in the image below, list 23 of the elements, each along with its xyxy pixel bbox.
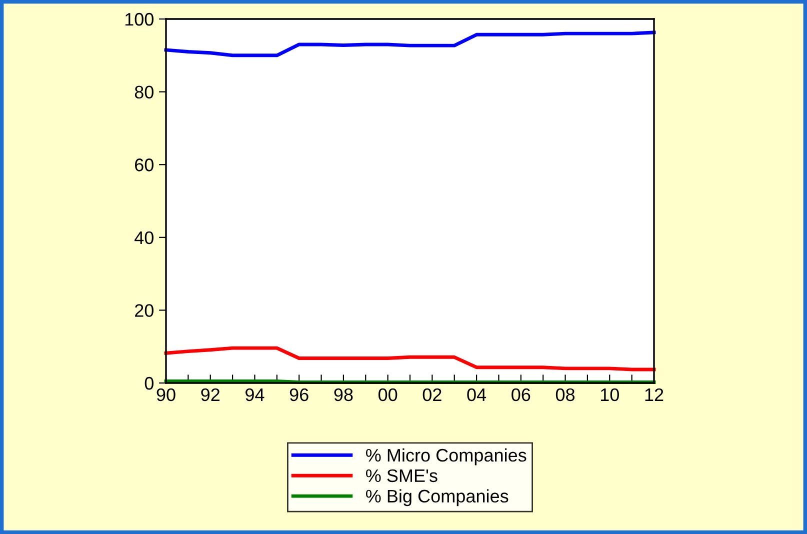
y-tick-label: 40 [134, 231, 154, 244]
x-tick-label: 90 [156, 388, 176, 402]
x-tick-label: 96 [290, 388, 308, 402]
x-tick-label: 12 [645, 388, 664, 401]
line-series [164, 346, 656, 372]
line-series [164, 30, 656, 58]
x-tick-label: 06 [512, 388, 530, 402]
legend-label: % Big Companies [366, 489, 508, 506]
x-tick-label: 94 [246, 388, 264, 402]
x-tick-label: 00 [378, 388, 398, 402]
y-tick-label: 80 [134, 86, 154, 99]
legend-label: % SME's [366, 469, 438, 482]
y-tick-label: 20 [135, 304, 154, 317]
x-tick-label: 08 [556, 388, 575, 402]
y-tick-label: 0 [144, 376, 154, 390]
legend-label: % Micro Companies [366, 448, 526, 466]
y-tick-label: 60 [135, 158, 154, 172]
x-tick-label: 02 [422, 388, 442, 402]
y-tick-label: 100 [125, 12, 154, 26]
x-tick-label: 98 [334, 388, 353, 402]
x-tick-label: 92 [201, 388, 220, 402]
x-tick-label: 10 [600, 388, 619, 402]
x-tick-label: 04 [467, 388, 486, 402]
